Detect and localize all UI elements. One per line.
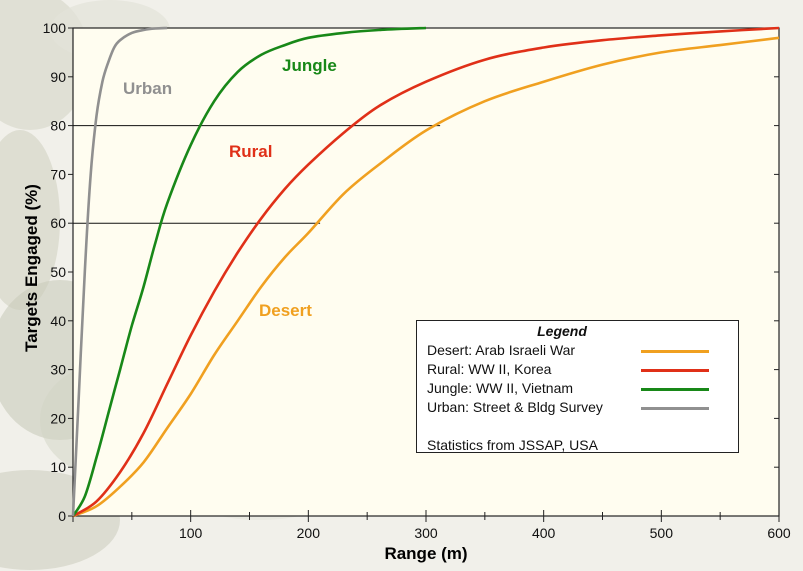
legend-swatch-jungle [641, 388, 709, 391]
x-tick-label: 500 [650, 525, 674, 541]
y-tick-label: 20 [50, 410, 66, 426]
legend-swatch-urban [641, 407, 709, 410]
series-line-urban [71, 26, 168, 517]
x-tick-label: 300 [414, 525, 438, 541]
y-tick-label: 90 [50, 69, 66, 85]
legend-entry-label: Rural: WW II, Korea [427, 361, 552, 377]
y-tick-label: 80 [50, 118, 66, 134]
y-tick-label: 40 [50, 313, 66, 329]
legend-entry-label: Jungle: WW II, Vietnam [427, 380, 574, 396]
legend: Legend Desert: Arab Israeli War Rural: W… [416, 320, 739, 453]
legend-entry-label: Urban: Street & Bldg Survey [427, 399, 603, 415]
x-tick-label: 600 [767, 525, 791, 541]
x-tick-label: 400 [532, 525, 556, 541]
y-tick-label: 60 [50, 215, 66, 231]
legend-swatch-rural [641, 369, 709, 372]
y-axis-title: Targets Engaged (%) [22, 184, 41, 352]
y-tick-label: 100 [43, 20, 67, 36]
x-tick-label: 200 [297, 525, 321, 541]
legend-entry-urban: Urban: Street & Bldg Survey [427, 399, 732, 418]
series-label-urban: Urban [123, 79, 172, 98]
series-line-desert [72, 36, 780, 518]
series-label-jungle: Jungle [282, 56, 337, 75]
y-tick-label: 50 [50, 264, 66, 280]
legend-swatch-desert [641, 350, 709, 353]
x-axis-title: Range (m) [384, 544, 467, 563]
legend-entry-label: Desert: Arab Israeli War [427, 342, 576, 358]
legend-entry-desert: Desert: Arab Israeli War [427, 342, 732, 361]
legend-note: Statistics from JSSAP, USA [427, 437, 598, 453]
series-line-rural [72, 26, 780, 518]
legend-entry-jungle: Jungle: WW II, Vietnam [427, 380, 732, 399]
series-line-jungle [71, 26, 427, 517]
legend-title: Legend [537, 323, 587, 339]
y-tick-label: 0 [58, 508, 66, 524]
y-tick-label: 10 [50, 459, 66, 475]
y-tick-label: 30 [50, 362, 66, 378]
x-tick-label: 100 [179, 525, 203, 541]
series-label-rural: Rural [229, 142, 272, 161]
series-label-desert: Desert [259, 301, 312, 320]
legend-entry-rural: Rural: WW II, Korea [427, 361, 732, 380]
y-tick-label: 70 [50, 166, 66, 182]
